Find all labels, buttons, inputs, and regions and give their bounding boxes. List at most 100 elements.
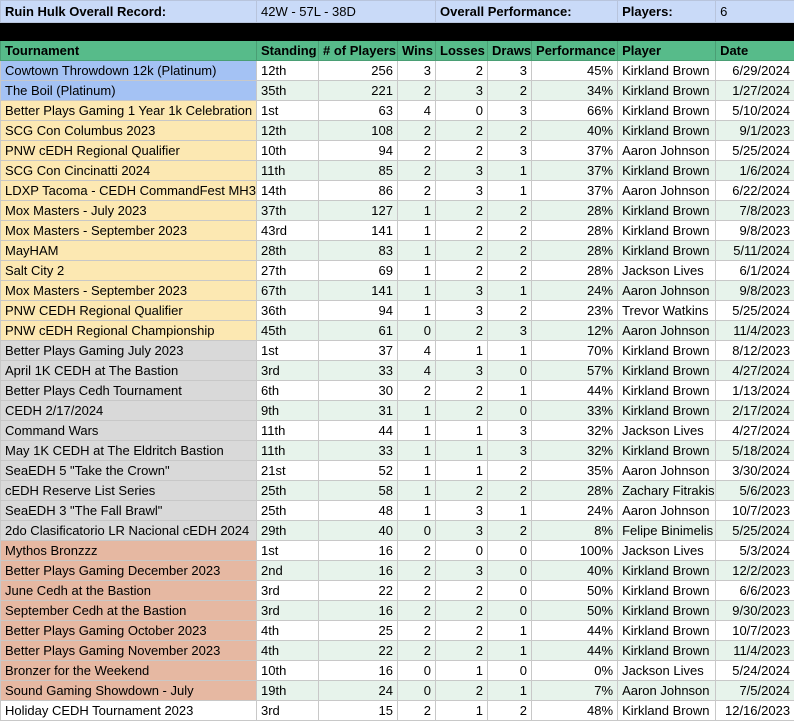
cell-losses[interactable]: 2	[435, 320, 489, 341]
cell-num-players[interactable]: 22	[318, 640, 398, 661]
cell-draws[interactable]: 2	[487, 260, 533, 281]
header-performance[interactable]: Performance	[531, 40, 619, 61]
cell-standing[interactable]: 10th	[256, 660, 319, 681]
cell-date[interactable]: 5/3/2024	[715, 540, 794, 561]
cell-standing[interactable]: 2nd	[256, 560, 319, 581]
cell-wins[interactable]: 2	[396, 700, 437, 721]
cell-draws[interactable]: 0	[487, 580, 533, 601]
cell-performance[interactable]: 8%	[531, 520, 619, 541]
cell-num-players[interactable]: 16	[318, 600, 398, 621]
cell-tournament[interactable]: Mox Masters - July 2023	[0, 200, 257, 221]
cell-draws[interactable]: 3	[487, 440, 533, 461]
cell-draws[interactable]: 1	[487, 680, 533, 701]
cell-num-players[interactable]: 221	[318, 80, 398, 101]
cell-losses[interactable]: 1	[435, 700, 489, 721]
cell-tournament[interactable]: cEDH Reserve List Series	[0, 480, 257, 501]
cell-tournament[interactable]: May 1K CEDH at The Eldritch Bastion	[0, 440, 257, 461]
cell-wins[interactable]: 1	[396, 420, 437, 441]
cell-performance[interactable]: 28%	[531, 220, 619, 241]
cell-standing[interactable]: 4th	[256, 620, 319, 641]
cell-losses[interactable]: 2	[435, 260, 489, 281]
cell-tournament[interactable]: MayHAM	[0, 240, 257, 261]
cell-losses[interactable]: 3	[435, 300, 489, 321]
cell-date[interactable]: 10/7/2023	[715, 500, 794, 521]
cell-standing[interactable]: 43rd	[256, 220, 319, 241]
record-value[interactable]: 42W - 57L - 38D	[255, 0, 437, 23]
cell-standing[interactable]: 19th	[256, 680, 319, 701]
cell-wins[interactable]: 1	[396, 300, 437, 321]
cell-tournament[interactable]: CEDH 2/17/2024	[0, 400, 257, 421]
cell-player[interactable]: Aaron Johnson	[617, 280, 717, 301]
cell-standing[interactable]: 21st	[256, 460, 319, 481]
cell-player[interactable]: Aaron Johnson	[617, 500, 717, 521]
cell-wins[interactable]: 4	[396, 340, 437, 361]
cell-standing[interactable]: 28th	[256, 240, 319, 261]
cell-losses[interactable]: 3	[435, 360, 489, 381]
cell-draws[interactable]: 1	[487, 160, 533, 181]
cell-standing[interactable]: 35th	[256, 80, 319, 101]
cell-player[interactable]: Aaron Johnson	[617, 140, 717, 161]
cell-tournament[interactable]: SeaEDH 3 "The Fall Brawl"	[0, 500, 257, 521]
cell-player[interactable]: Kirkland Brown	[617, 340, 717, 361]
cell-wins[interactable]: 4	[396, 360, 437, 381]
cell-draws[interactable]: 0	[487, 600, 533, 621]
cell-draws[interactable]: 3	[487, 60, 533, 81]
cell-performance[interactable]: 37%	[531, 180, 619, 201]
cell-wins[interactable]: 0	[396, 660, 437, 681]
cell-num-players[interactable]: 94	[318, 300, 398, 321]
cell-standing[interactable]: 67th	[256, 280, 319, 301]
cell-num-players[interactable]: 31	[318, 400, 398, 421]
cell-wins[interactable]: 2	[396, 140, 437, 161]
cell-tournament[interactable]: April 1K CEDH at The Bastion	[0, 360, 257, 381]
cell-date[interactable]: 9/8/2023	[715, 220, 794, 241]
cell-standing[interactable]: 37th	[256, 200, 319, 221]
header-standing[interactable]: Standing	[256, 40, 319, 61]
cell-num-players[interactable]: 48	[318, 500, 398, 521]
cell-performance[interactable]: 66%	[531, 100, 619, 121]
cell-standing[interactable]: 9th	[256, 400, 319, 421]
cell-performance[interactable]: 23%	[531, 300, 619, 321]
cell-losses[interactable]: 0	[435, 100, 489, 121]
header-num-players[interactable]: # of Players	[318, 40, 398, 61]
cell-draws[interactable]: 1	[487, 340, 533, 361]
cell-wins[interactable]: 1	[396, 460, 437, 481]
performance-label[interactable]: Overall Performance:	[435, 0, 619, 23]
cell-date[interactable]: 5/6/2023	[715, 480, 794, 501]
cell-date[interactable]: 5/25/2024	[715, 140, 794, 161]
cell-tournament[interactable]: Command Wars	[0, 420, 257, 441]
cell-tournament[interactable]: PNW CEDH Regional Qualifier	[0, 300, 257, 321]
cell-date[interactable]: 11/4/2023	[715, 640, 794, 661]
cell-num-players[interactable]: 16	[318, 560, 398, 581]
cell-num-players[interactable]: 63	[318, 100, 398, 121]
cell-wins[interactable]: 2	[396, 600, 437, 621]
cell-standing[interactable]: 11th	[256, 440, 319, 461]
cell-tournament[interactable]: Salt City 2	[0, 260, 257, 281]
cell-draws[interactable]: 2	[487, 120, 533, 141]
cell-performance[interactable]: 40%	[531, 560, 619, 581]
header-wins[interactable]: Wins	[396, 40, 437, 61]
cell-player[interactable]: Kirkland Brown	[617, 560, 717, 581]
cell-num-players[interactable]: 44	[318, 420, 398, 441]
cell-performance[interactable]: 7%	[531, 680, 619, 701]
cell-date[interactable]: 4/27/2024	[715, 360, 794, 381]
cell-losses[interactable]: 3	[435, 280, 489, 301]
cell-losses[interactable]: 2	[435, 120, 489, 141]
header-tournament[interactable]: Tournament	[0, 40, 257, 61]
cell-num-players[interactable]: 83	[318, 240, 398, 261]
cell-num-players[interactable]: 61	[318, 320, 398, 341]
cell-draws[interactable]: 0	[487, 400, 533, 421]
cell-num-players[interactable]: 86	[318, 180, 398, 201]
cell-draws[interactable]: 2	[487, 520, 533, 541]
cell-losses[interactable]: 2	[435, 140, 489, 161]
cell-standing[interactable]: 25th	[256, 480, 319, 501]
cell-performance[interactable]: 37%	[531, 140, 619, 161]
cell-tournament[interactable]: Mox Masters - September 2023	[0, 280, 257, 301]
cell-date[interactable]: 1/27/2024	[715, 80, 794, 101]
cell-wins[interactable]: 1	[396, 400, 437, 421]
cell-date[interactable]: 11/4/2023	[715, 320, 794, 341]
cell-wins[interactable]: 1	[396, 500, 437, 521]
cell-player[interactable]: Jackson Lives	[617, 540, 717, 561]
cell-player[interactable]: Kirkland Brown	[617, 200, 717, 221]
cell-tournament[interactable]: The Boil (Platinum)	[0, 80, 257, 101]
cell-wins[interactable]: 1	[396, 440, 437, 461]
